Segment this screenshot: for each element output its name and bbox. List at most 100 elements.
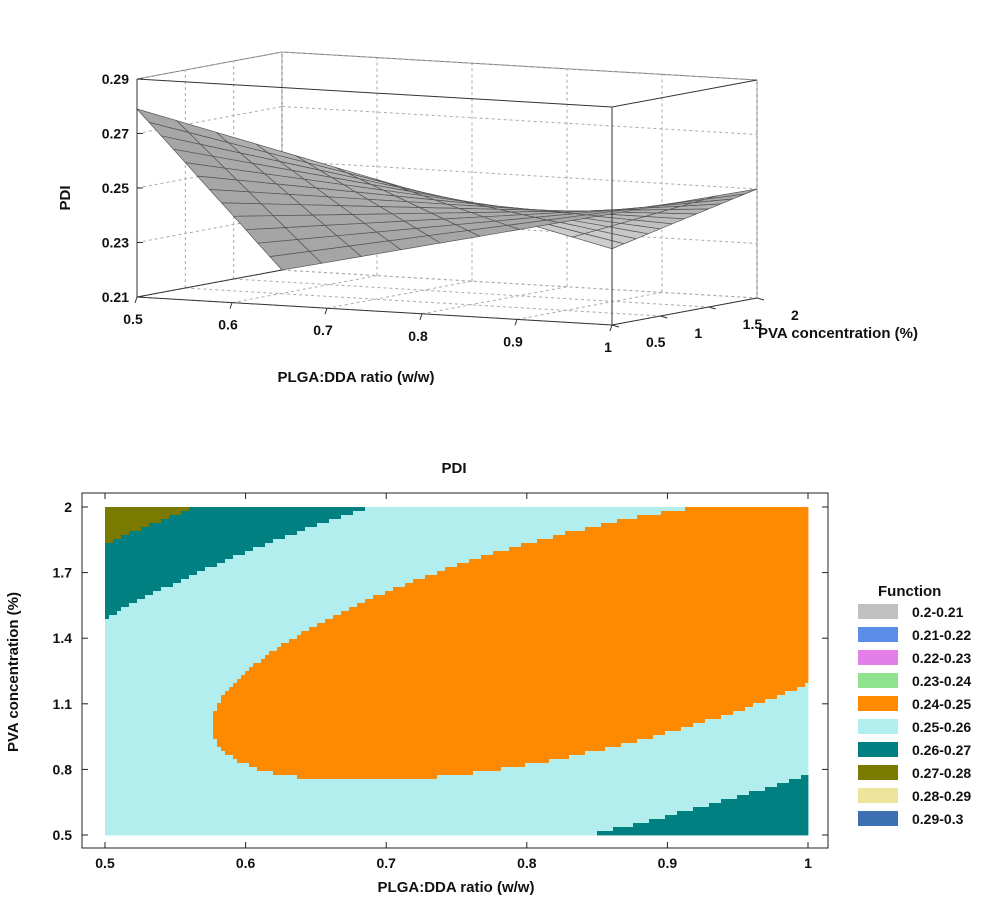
contour-cell <box>253 831 258 836</box>
contour-cell <box>253 663 258 668</box>
contour-cell <box>289 667 294 672</box>
contour-cell <box>333 775 338 780</box>
contour-cell <box>177 639 182 644</box>
contour-cell <box>133 535 138 540</box>
contour-cell <box>201 679 206 684</box>
contour-cell <box>133 655 138 660</box>
contour-cell <box>205 543 210 548</box>
contour-cell <box>285 675 290 680</box>
contour-cell <box>221 675 226 680</box>
contour-cell <box>109 631 114 636</box>
contour-cell <box>325 595 330 600</box>
contour-cell <box>161 743 166 748</box>
contour-cell <box>173 511 178 516</box>
contour-cell <box>145 715 150 720</box>
contour-cell <box>133 751 138 756</box>
contour-cell <box>317 743 322 748</box>
contour-cell <box>265 767 270 772</box>
contour-cell <box>189 787 194 792</box>
contour-cell <box>293 727 298 732</box>
contour-cell <box>189 727 194 732</box>
contour-cell <box>129 583 134 588</box>
contour-cell <box>325 683 330 688</box>
contour-cell <box>265 675 270 680</box>
contour-cell <box>293 531 298 536</box>
contour-cell <box>321 611 326 616</box>
contour-cell <box>329 755 334 760</box>
contour-cell <box>177 543 182 548</box>
contour-cell <box>157 687 162 692</box>
contour-cell <box>309 763 314 768</box>
contour-cell <box>117 523 122 528</box>
contour-cell <box>137 767 142 772</box>
contour-cell <box>261 647 266 652</box>
contour-cell <box>109 771 114 776</box>
contour-cell <box>293 803 298 808</box>
contour-cell <box>249 639 254 644</box>
contour-cell <box>281 519 286 524</box>
contour-cell <box>249 511 254 516</box>
contour-cell <box>221 647 226 652</box>
contour-cell <box>185 623 190 628</box>
contour-cell <box>321 511 326 516</box>
contour-cell <box>285 667 290 672</box>
contour-cell <box>249 819 254 824</box>
contour-cell <box>257 559 262 564</box>
contour-cell <box>121 715 126 720</box>
contour-cell <box>213 807 218 812</box>
contour-cell <box>313 727 318 732</box>
contour-cell <box>301 603 306 608</box>
contour-cell <box>233 803 238 808</box>
contour-cell <box>161 775 166 780</box>
contour-cell <box>197 663 202 668</box>
contour-cell <box>261 683 266 688</box>
contour-cell <box>141 687 146 692</box>
contour-cell <box>261 615 266 620</box>
box-edge <box>136 269 283 298</box>
contour-cell <box>109 671 114 676</box>
contour-cell <box>241 731 246 736</box>
contour-cell <box>193 523 198 528</box>
contour-cell <box>289 775 294 780</box>
contour-cell <box>137 747 142 752</box>
contour-cell <box>221 807 226 812</box>
contour-cell <box>249 775 254 780</box>
contour-cell <box>109 611 114 616</box>
contour-cell <box>197 807 202 812</box>
contour-cell <box>281 827 286 832</box>
contour-cell <box>269 583 274 588</box>
contour-cell <box>249 615 254 620</box>
contour-cell <box>149 563 154 568</box>
contour-cell <box>257 507 262 512</box>
contour-cell <box>125 591 130 596</box>
contour-cell <box>233 587 238 592</box>
contour-cell <box>329 823 334 828</box>
contour-cell <box>193 599 198 604</box>
contour-cell <box>161 731 166 736</box>
contour-cell <box>337 507 342 512</box>
contour-cell <box>117 803 122 808</box>
contour-cell <box>229 539 234 544</box>
contour-cell <box>261 655 266 660</box>
contour-cell <box>325 615 330 620</box>
contour-cell <box>305 567 310 572</box>
contour-cell <box>285 775 290 780</box>
contour-cell <box>121 583 126 588</box>
contour-cell <box>261 643 266 648</box>
contour-cell <box>253 679 258 684</box>
contour-cell <box>321 827 326 832</box>
contour-cell <box>121 595 126 600</box>
contour-cell <box>137 643 142 648</box>
contour-cell <box>193 607 198 612</box>
contour-cell <box>133 539 138 544</box>
contour-cell <box>253 811 258 816</box>
contour-cell <box>285 819 290 824</box>
contour-cell <box>257 643 262 648</box>
contour-cell <box>329 707 334 712</box>
contour-cell <box>177 675 182 680</box>
contour-cell <box>273 627 278 632</box>
contour-cell <box>333 735 338 740</box>
contour-cell <box>181 587 186 592</box>
contour-cell <box>141 515 146 520</box>
contour-cell <box>285 659 290 664</box>
